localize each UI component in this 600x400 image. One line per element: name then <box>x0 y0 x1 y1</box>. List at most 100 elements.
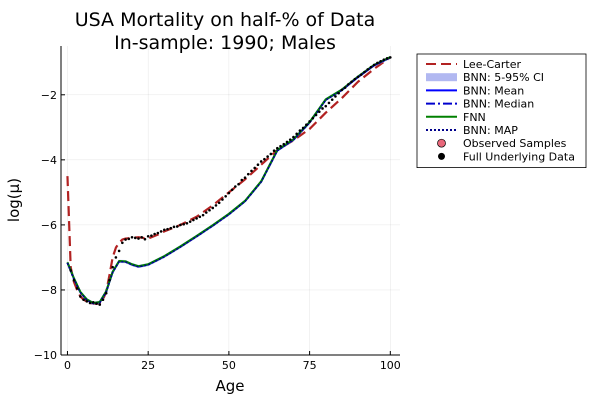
series-full-underlying-data-point-72 <box>301 126 305 130</box>
series-full-underlying-data-point-47 <box>221 198 224 201</box>
series-full-underlying-data-point-89 <box>356 75 360 79</box>
y-axis-label: log(μ) <box>5 178 23 222</box>
y-tick-label-3: −4 <box>41 154 57 167</box>
series-full-underlying-data-point-10 <box>101 298 105 302</box>
series-full-underlying-data-point-99 <box>389 56 392 59</box>
series-full-underlying-data-point-25 <box>150 234 153 237</box>
series-full-underlying-data-point-85 <box>343 86 347 89</box>
series-full-underlying-data-point-76 <box>314 113 318 117</box>
series-full-underlying-data-point-80 <box>327 101 331 105</box>
series-full-underlying-data-point-44 <box>211 206 215 210</box>
series-full-underlying-data-point-84 <box>340 88 344 92</box>
series-full-underlying-data-point-14 <box>114 256 118 259</box>
series-full-underlying-data-point-58 <box>256 163 260 167</box>
series-full-underlying-data-point-60 <box>263 157 266 161</box>
series-full-underlying-data-point-3 <box>79 295 82 298</box>
series-full-underlying-data-point-90 <box>359 73 363 76</box>
series-full-underlying-data-point-75 <box>311 116 315 120</box>
y-tick-label-4: −2 <box>41 89 57 102</box>
series-full-underlying-data-point-39 <box>195 217 198 220</box>
series-full-underlying-data-point-91 <box>363 70 366 74</box>
legend-label-bnn-5-95-ci: BNN: 5-95% CI <box>463 71 544 84</box>
series-full-underlying-data-point-33 <box>175 225 179 228</box>
series-full-underlying-data-point-30 <box>166 227 169 231</box>
series-full-underlying-data-point-7 <box>91 301 95 304</box>
legend-label-bnn-median: BNN: Median <box>463 98 534 111</box>
series-full-underlying-data-point-26 <box>153 232 156 236</box>
series-full-underlying-data-point-2 <box>75 287 79 290</box>
y-tick-label-1: −8 <box>41 284 57 297</box>
series-full-underlying-data-point-54 <box>243 176 247 180</box>
series-full-underlying-data-point-77 <box>317 110 321 114</box>
series-full-underlying-data-point-6 <box>88 301 92 305</box>
axes <box>60 46 400 356</box>
series-full-underlying-data-point-17 <box>124 238 127 241</box>
series-full-underlying-data-point-34 <box>179 223 182 227</box>
series-full-underlying-data-point-81 <box>330 98 334 101</box>
tick-labels: 0 25 50 75 100 −10 −8 −6 −4 −2 <box>34 89 401 372</box>
series-full-underlying-data-point-95 <box>376 61 379 65</box>
series-full-underlying-data-point-83 <box>337 91 340 95</box>
plot-area <box>66 55 392 306</box>
series-full-underlying-data-point-20 <box>133 236 137 240</box>
series-full-underlying-data-point-49 <box>227 191 231 195</box>
series-full-underlying-data-point-63 <box>272 149 276 153</box>
legend-label-bnn-map: BNN: MAP <box>463 124 518 137</box>
legend-label-lee-carter: Lee-Carter <box>463 58 521 71</box>
series-full-underlying-data-point-43 <box>208 208 211 212</box>
series-full-underlying-data-point-70 <box>295 132 298 136</box>
series-full-underlying-data-point-16 <box>121 241 124 245</box>
legend-swatch-full-underlying-data <box>438 152 445 160</box>
series-full-underlying-data-point-55 <box>246 172 250 176</box>
series-full-underlying-data-point-87 <box>350 80 353 84</box>
series-full-underlying-data-point-38 <box>192 218 195 222</box>
series-full-underlying-data-point-71 <box>298 129 302 132</box>
x-tick-label-4: 100 <box>380 359 401 372</box>
series-full-underlying-data-point-32 <box>172 225 176 229</box>
series-full-underlying-data-point-42 <box>204 211 208 214</box>
legend-label-full-underlying-data: Full Underlying Data <box>463 150 575 163</box>
series-full-underlying-data-point-28 <box>159 230 163 233</box>
series-full-underlying-data-point-62 <box>269 152 273 156</box>
series-full-underlying-data-point-61 <box>266 155 269 158</box>
series-full-underlying-data-point-8 <box>95 302 98 305</box>
series-full-underlying-data-point-13 <box>111 265 114 269</box>
x-tick-label-3: 75 <box>303 359 317 372</box>
series-full-underlying-data-point-79 <box>324 104 328 108</box>
series-full-underlying-data-point-27 <box>156 231 160 235</box>
series-full-underlying-data-point-78 <box>321 107 324 110</box>
series-full-underlying-data-point-68 <box>288 138 292 141</box>
series-full-underlying-data-point-51 <box>234 185 237 188</box>
y-tick-label-0: −10 <box>34 349 57 362</box>
series-full-underlying-data-point-41 <box>201 213 205 217</box>
series-full-underlying-data-point-69 <box>292 135 295 139</box>
series-full-underlying-data-point-65 <box>279 144 282 148</box>
series-full-underlying-data-point-82 <box>334 95 337 98</box>
series-full-underlying-data-point-73 <box>305 123 308 127</box>
series-full-underlying-data-point-24 <box>146 234 150 238</box>
series-full-underlying-data-point-36 <box>185 221 189 225</box>
series-full-underlying-data-point-21 <box>137 237 140 240</box>
legend-label-observed-samples: Observed Samples <box>463 137 567 150</box>
series-full-underlying-data-point-86 <box>347 83 350 86</box>
x-tick-label-1: 25 <box>141 359 155 372</box>
legend-label-bnn-mean: BNN: Mean <box>463 84 524 97</box>
series-full-underlying-data-point-11 <box>104 291 108 295</box>
series-full-underlying-data-point-22 <box>140 235 144 239</box>
series-full-underlying-data-point-92 <box>366 68 370 71</box>
legend-swatch-bnn-5-95-ci <box>426 73 457 82</box>
series-full-underlying-data-point-52 <box>237 182 240 186</box>
series-full-underlying-data-point-4 <box>82 298 85 302</box>
y-tick-label-2: −6 <box>41 219 57 232</box>
series-full-underlying-data-point-0 <box>69 269 72 272</box>
series-full-underlying-data-point-15 <box>117 249 121 253</box>
legend-box <box>416 53 587 168</box>
series-full-underlying-data-point-9 <box>98 303 102 306</box>
series-full-underlying-data-point-40 <box>198 215 202 219</box>
series-full-underlying-data-point-19 <box>130 235 134 239</box>
chart-subtitle: In-sample: 1990; Males <box>114 32 336 54</box>
series-full-underlying-data-point-98 <box>385 57 389 60</box>
series-full-underlying-data-point-50 <box>230 188 234 192</box>
